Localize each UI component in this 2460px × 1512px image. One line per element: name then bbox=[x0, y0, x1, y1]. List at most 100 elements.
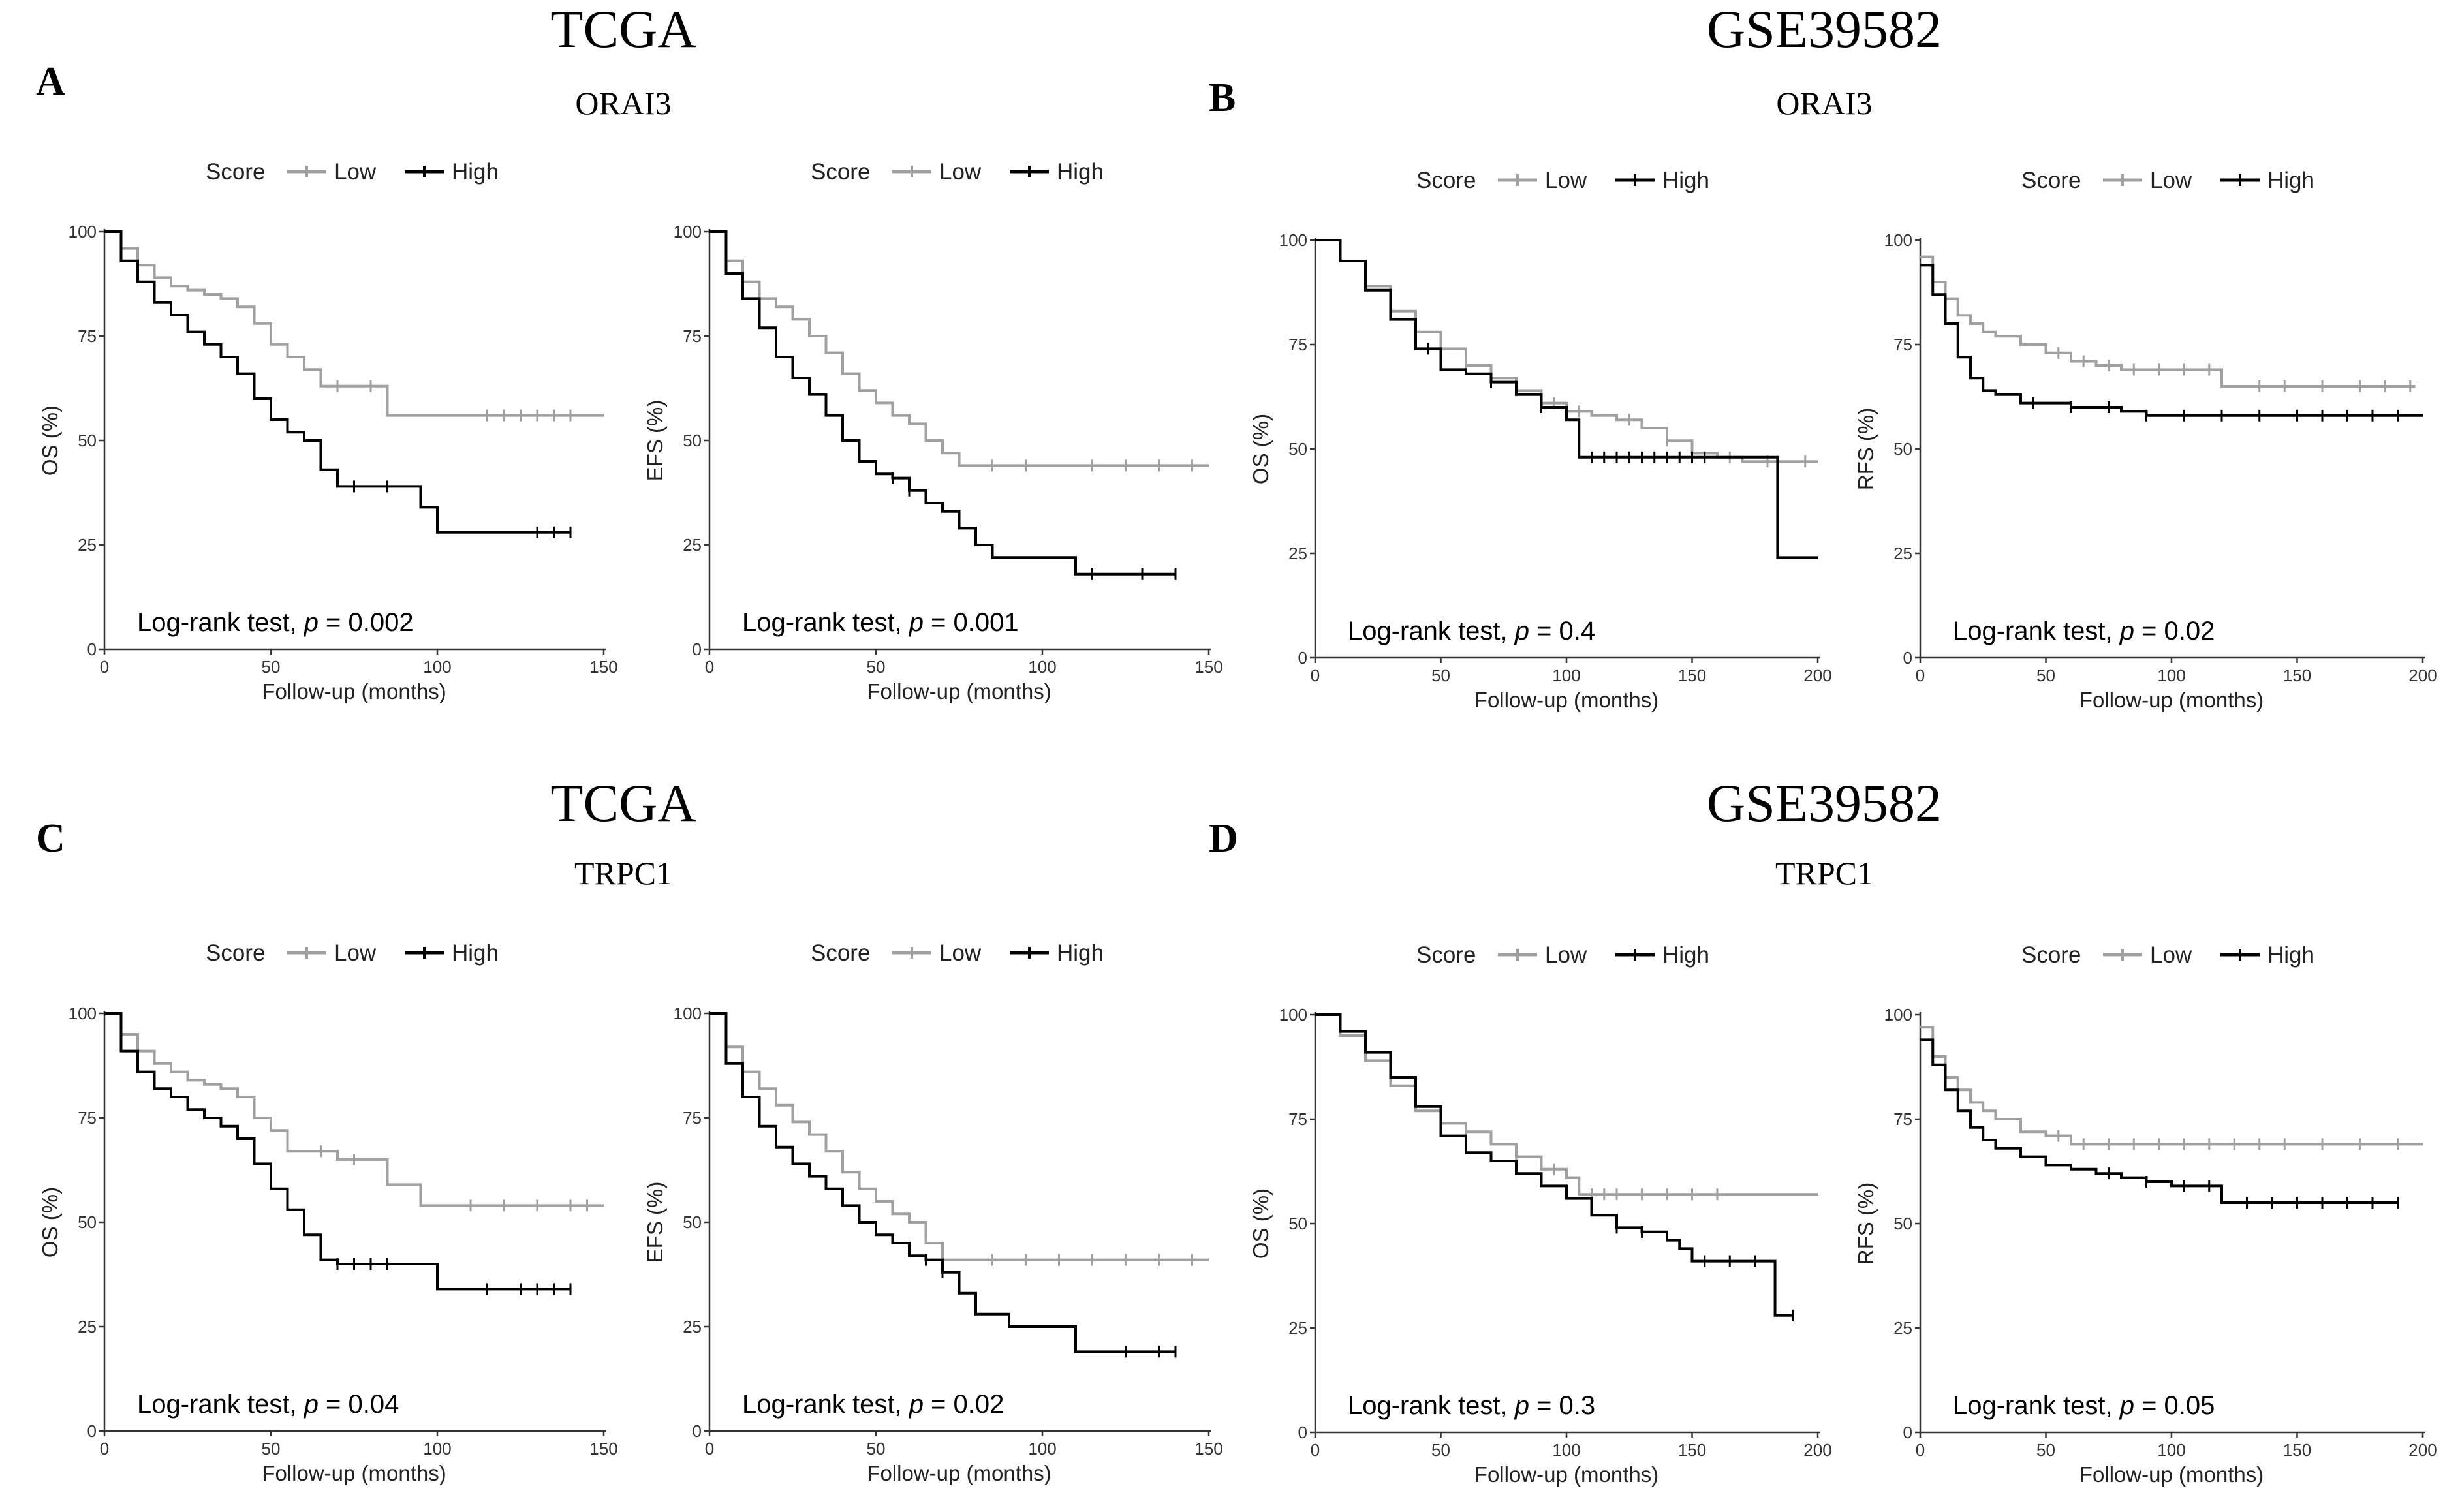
x-tick-label: 100 bbox=[2157, 1440, 2185, 1460]
legend: Score Low High bbox=[2021, 942, 2314, 968]
legend-label-low: Low bbox=[939, 159, 982, 185]
logrank-annotation: Log-rank test, p = 0.001 bbox=[742, 608, 1019, 637]
y-tick-label: 75 bbox=[1893, 1109, 1912, 1129]
legend-title: Score bbox=[2021, 168, 2081, 193]
logrank-annotation: Log-rank test, p = 0.02 bbox=[742, 1390, 1004, 1419]
legend-title: Score bbox=[811, 159, 870, 185]
x-tick-label: 50 bbox=[1431, 1440, 1450, 1460]
km-curve-low bbox=[104, 230, 604, 417]
legend: Score Low High bbox=[811, 159, 1104, 185]
legend-label-low: Low bbox=[1545, 942, 1587, 968]
x-tick-label: 200 bbox=[2408, 1440, 2437, 1460]
panel-c-label: C bbox=[36, 816, 65, 861]
y-tick-label: 0 bbox=[693, 1421, 702, 1441]
y-tick-label: 75 bbox=[78, 326, 97, 346]
x-tick-label: 150 bbox=[1678, 1440, 1706, 1460]
y-tick-label: 0 bbox=[693, 640, 702, 659]
legend-label-high: High bbox=[452, 159, 499, 185]
km-curve-low bbox=[1920, 1026, 2423, 1146]
y-tick-label: 50 bbox=[1288, 439, 1307, 459]
x-axis-label: Follow-up (months) bbox=[1474, 1462, 1658, 1487]
annotation-p: p bbox=[2119, 617, 2134, 645]
annotation-value: = 0.05 bbox=[2134, 1391, 2215, 1420]
x-tick-label: 0 bbox=[1311, 1440, 1320, 1460]
annotation-prefix: Log-rank test, bbox=[1953, 1391, 2120, 1420]
x-tick-label: 0 bbox=[705, 1439, 714, 1458]
legend: Score Low High bbox=[2021, 168, 2314, 193]
annotation-prefix: Log-rank test, bbox=[137, 608, 304, 637]
y-tick-label: 0 bbox=[1903, 648, 1912, 668]
panel-b-gene-title: ORAI3 bbox=[1776, 85, 1872, 121]
x-tick-label: 150 bbox=[1678, 666, 1706, 685]
x-tick-label: 100 bbox=[2157, 666, 2185, 685]
y-tick-label: 75 bbox=[683, 326, 702, 346]
logrank-annotation: Log-rank test, p = 0.02 bbox=[1953, 617, 2215, 645]
legend-label-high: High bbox=[1662, 942, 1709, 968]
km-curve-high bbox=[709, 1012, 1176, 1353]
panel-a-label: A bbox=[36, 59, 65, 104]
y-tick-label: 50 bbox=[1288, 1214, 1307, 1233]
plot-3: 0 25 50 75 100 0 50 100 150 200 Follow-up (months)… bbox=[1249, 168, 1832, 712]
annotation-value: = 0.02 bbox=[924, 1390, 1004, 1419]
x-tick-label: 50 bbox=[867, 657, 886, 677]
plot-8: 0 25 50 75 100 0 50 100 150 200 Follow-up (months)… bbox=[1854, 942, 2437, 1487]
y-axis-label: EFS (%) bbox=[643, 400, 667, 482]
x-tick-label: 150 bbox=[589, 1439, 617, 1458]
y-tick-label: 25 bbox=[683, 535, 702, 555]
panel-d-gene-title: TRPC1 bbox=[1775, 855, 1873, 891]
x-tick-label: 100 bbox=[1028, 1439, 1056, 1458]
y-tick-label: 25 bbox=[1893, 544, 1912, 563]
x-tick-label: 50 bbox=[2036, 1440, 2055, 1460]
x-tick-label: 200 bbox=[2408, 666, 2437, 685]
y-tick-label: 0 bbox=[87, 640, 97, 659]
legend-title: Score bbox=[206, 940, 265, 966]
y-tick-label: 100 bbox=[674, 1004, 702, 1023]
annotation-value: = 0.02 bbox=[2134, 617, 2215, 645]
legend-label-low: Low bbox=[2150, 168, 2192, 193]
y-tick-label: 100 bbox=[1279, 230, 1307, 250]
legend: Score Low High bbox=[206, 159, 499, 185]
x-tick-label: 100 bbox=[423, 657, 451, 677]
panel-c-cohort-title: TCGA bbox=[550, 773, 696, 833]
y-tick-label: 0 bbox=[87, 1421, 97, 1441]
y-axis-label: RFS (%) bbox=[1854, 1182, 1878, 1265]
panel-d-label: D bbox=[1209, 816, 1238, 861]
x-axis-label: Follow-up (months) bbox=[2079, 1462, 2264, 1487]
annotation-p: p bbox=[909, 608, 924, 637]
y-tick-label: 25 bbox=[78, 535, 97, 555]
panel-b-label: B bbox=[1209, 76, 1236, 120]
x-tick-label: 100 bbox=[423, 1439, 451, 1458]
x-tick-label: 50 bbox=[1431, 666, 1450, 685]
panel-b-cohort-title: GSE39582 bbox=[1707, 0, 1942, 59]
plot-2: 0 25 50 75 100 0 50 100 150 Follow-up (months) EFS… bbox=[643, 159, 1223, 703]
legend: Score Low High bbox=[811, 940, 1104, 966]
y-tick-label: 100 bbox=[674, 222, 702, 241]
km-curve-high bbox=[709, 230, 1176, 576]
y-tick-label: 50 bbox=[78, 1212, 97, 1232]
annotation-prefix: Log-rank test, bbox=[742, 1390, 909, 1419]
km-curve-high bbox=[104, 1012, 570, 1291]
km-curve-high bbox=[1315, 1013, 1793, 1317]
y-tick-label: 100 bbox=[1279, 1005, 1307, 1025]
legend-label-low: Low bbox=[2150, 942, 2192, 968]
plot-6: 0 25 50 75 100 0 50 100 150 Follow-up (months) EFS… bbox=[643, 940, 1223, 1485]
km-plots: 0 25 50 75 100 0 50 100 150 Follow-up (months) OS … bbox=[38, 159, 2437, 1487]
plot-4: 0 25 50 75 100 0 50 100 150 200 Follow-up (months)… bbox=[1854, 168, 2437, 712]
y-tick-label: 75 bbox=[78, 1108, 97, 1128]
annotation-p: p bbox=[304, 1390, 319, 1419]
plot-5: 0 25 50 75 100 0 50 100 150 Follow-up (months) OS … bbox=[38, 940, 618, 1485]
km-curve-high bbox=[104, 230, 570, 534]
y-axis-label: RFS (%) bbox=[1854, 408, 1878, 491]
legend-label-low: Low bbox=[334, 159, 377, 185]
y-tick-label: 0 bbox=[1903, 1423, 1912, 1442]
panel-a-cohort-title: TCGA bbox=[550, 0, 696, 59]
x-axis-label: Follow-up (months) bbox=[2079, 688, 2264, 712]
x-axis-label: Follow-up (months) bbox=[262, 679, 446, 703]
annotation-p: p bbox=[909, 1390, 924, 1419]
legend-title: Score bbox=[2021, 942, 2081, 968]
logrank-annotation: Log-rank test, p = 0.04 bbox=[137, 1390, 399, 1419]
y-tick-label: 25 bbox=[683, 1317, 702, 1336]
legend: Score Low High bbox=[1416, 942, 1709, 968]
annotation-p: p bbox=[1514, 1391, 1529, 1420]
